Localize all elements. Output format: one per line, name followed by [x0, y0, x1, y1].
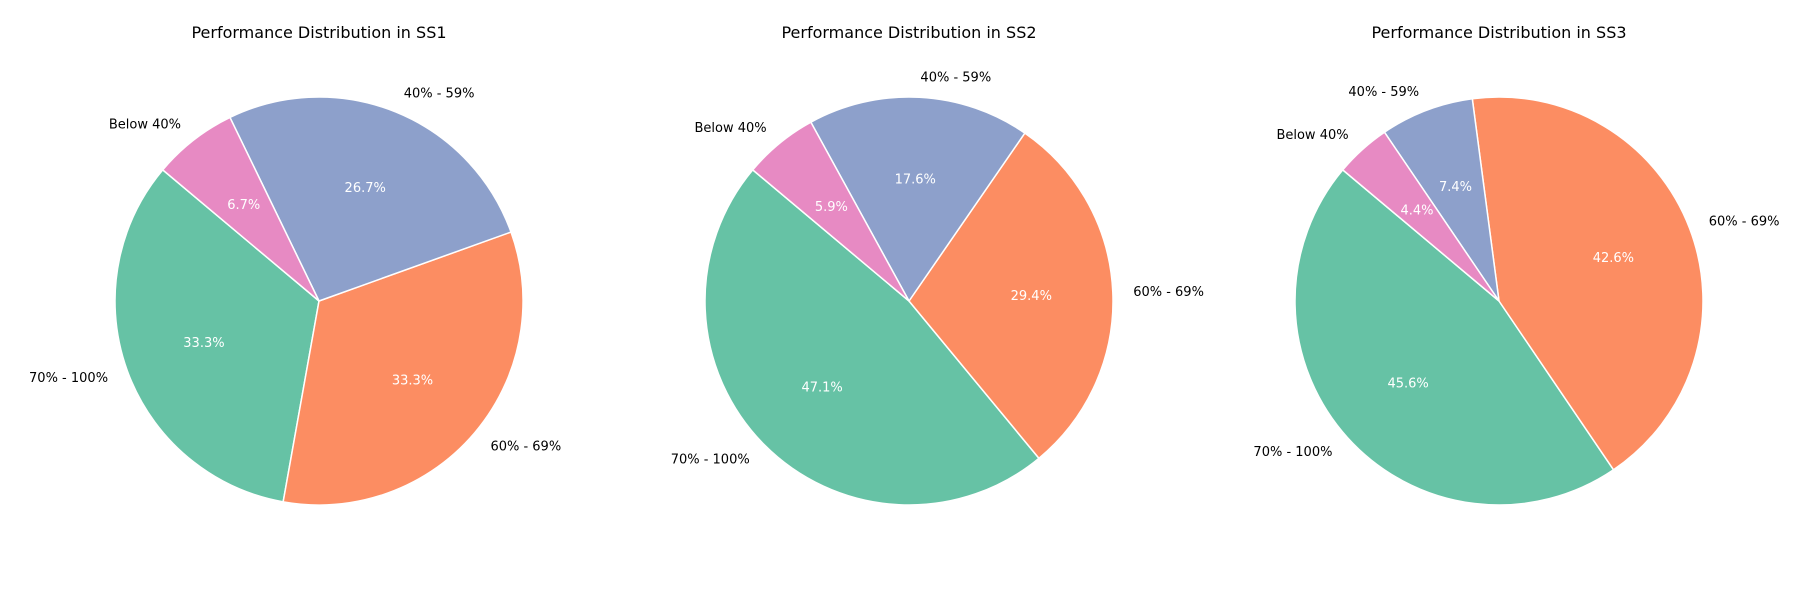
slice-category-label: 40% - 59% — [920, 70, 991, 85]
slice-percent-label: 33.3% — [183, 336, 224, 351]
slice-percent-label: 4.4% — [1400, 204, 1433, 219]
pie-slice-below-40 — [1341, 131, 1500, 302]
slice-category-label: 70% - 100% — [29, 371, 108, 386]
pie-slice-60-69 — [282, 231, 524, 506]
pie-chart-3: Performance Distribution in SS3 45.6% 70% … — [1253, 23, 1780, 506]
pie-slice-below-40 — [161, 116, 320, 302]
slice-category-label: 40% - 59% — [1348, 85, 1419, 100]
pie-slice-40-59 — [228, 96, 512, 302]
slice-category-label: 60% - 69% — [490, 439, 561, 454]
chart-title: Performance Distribution in SS3 — [1371, 23, 1626, 42]
pie-slice-60-69 — [1471, 96, 1704, 471]
slice-category-label: 40% - 59% — [404, 87, 475, 102]
slice-percent-label: 26.7% — [345, 181, 386, 196]
slice-category-label: Below 40% — [694, 121, 766, 136]
pie-slice-70-100 — [1294, 168, 1615, 506]
slice-percent-label: 17.6% — [895, 172, 936, 187]
slice-category-label: Below 40% — [1276, 128, 1348, 143]
slice-percent-label: 42.6% — [1593, 251, 1634, 266]
slice-percent-label: 33.3% — [392, 373, 433, 388]
pie-slice-60-69 — [908, 132, 1114, 460]
pie-slice-70-100 — [704, 168, 1040, 506]
slice-percent-label: 47.1% — [801, 381, 842, 396]
slice-category-label: Below 40% — [109, 118, 181, 133]
pie-slice-below-40 — [751, 121, 910, 302]
slice-percent-label: 45.6% — [1387, 377, 1428, 392]
chart-title: Performance Distribution in SS2 — [781, 23, 1036, 42]
chart-title: Performance Distribution in SS1 — [191, 23, 446, 42]
pie-chart-1: Performance Distribution in SS1 33.3% 70% … — [29, 23, 561, 506]
pie-slice-70-100 — [114, 168, 320, 503]
slice-percent-label: 7.4% — [1439, 180, 1472, 195]
slice-category-label: 70% - 100% — [671, 453, 750, 468]
pie-chart-2: Performance Distribution in SS2 47.1% 70% … — [671, 23, 1204, 506]
pie-slice-40-59 — [809, 96, 1026, 303]
slice-percent-label: 5.9% — [815, 200, 848, 215]
slice-category-label: 60% - 69% — [1709, 215, 1780, 230]
slice-category-label: 60% - 69% — [1133, 285, 1204, 300]
slice-category-label: 70% - 100% — [1253, 445, 1332, 460]
slice-percent-label: 6.7% — [227, 198, 260, 213]
slice-percent-label: 29.4% — [1011, 289, 1052, 304]
